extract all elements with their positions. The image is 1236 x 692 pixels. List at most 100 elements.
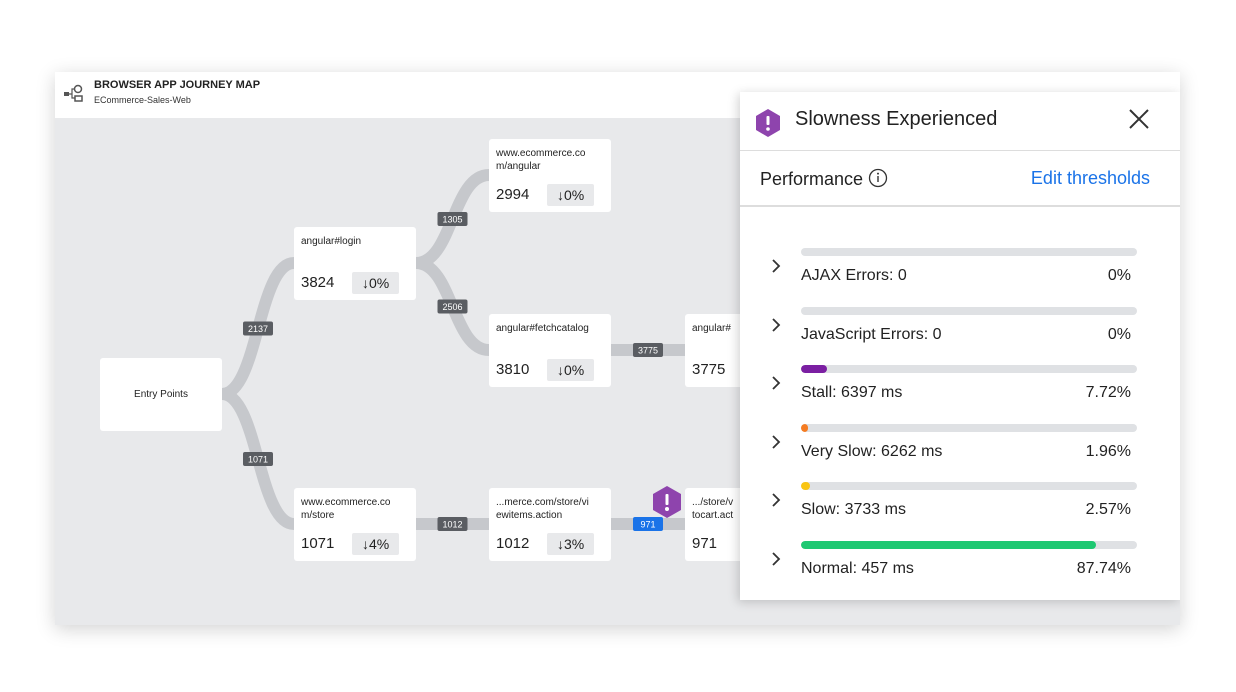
edge-label: 1071 bbox=[248, 455, 268, 465]
row-label: Normal: 457 ms bbox=[801, 559, 914, 577]
node-label: ...merce.com/store/vi ewitems.action bbox=[496, 496, 604, 522]
node-label-line: tocart.act bbox=[692, 510, 734, 521]
node-count: 3775 bbox=[692, 361, 726, 378]
edge-badge-bg bbox=[633, 343, 663, 357]
node-change: ↓0% bbox=[352, 272, 400, 294]
edge-label: 971 bbox=[640, 520, 655, 530]
bar-fill bbox=[801, 482, 810, 490]
node-label-line: m/angular bbox=[496, 161, 541, 172]
edge-label: 3775 bbox=[638, 346, 658, 356]
node-label: www.ecommerce.co m/store bbox=[301, 496, 409, 522]
bar-fill bbox=[801, 423, 808, 432]
bar-track bbox=[801, 540, 1137, 549]
info-icon[interactable] bbox=[868, 168, 888, 188]
node-count: 3824 bbox=[301, 274, 335, 291]
divider bbox=[740, 150, 1180, 151]
node-change: ↓0% bbox=[547, 359, 595, 381]
close-button[interactable] bbox=[1128, 108, 1150, 130]
node-label-line: .../store/v bbox=[692, 497, 734, 508]
row-percent: 2.57% bbox=[1085, 501, 1131, 518]
threshold-row[interactable]: Normal: 457 ms 87.74% bbox=[740, 540, 1180, 599]
row-label: Very Slow: 6262 ms bbox=[801, 442, 943, 460]
bar-track bbox=[801, 365, 1137, 373]
chevron bbox=[772, 259, 781, 273]
chevron bbox=[772, 376, 781, 390]
threshold-row[interactable]: JavaScript Errors: 0 0% bbox=[740, 306, 1180, 365]
section-title: Performance bbox=[760, 168, 888, 190]
edge-badge-bg bbox=[437, 299, 468, 314]
node-change: ↓3% bbox=[547, 533, 595, 555]
edge-badge-bg bbox=[633, 517, 663, 531]
node-change: ↓4% bbox=[352, 533, 400, 555]
edge-badge-bg bbox=[437, 212, 468, 226]
threshold-row[interactable]: Stall: 6397 ms 7.72% bbox=[740, 365, 1180, 423]
node-label-line: www.ecommerce.co bbox=[301, 497, 391, 508]
edge-label: 2137 bbox=[248, 324, 268, 334]
chevron bbox=[772, 317, 781, 332]
edge-label: 2506 bbox=[442, 302, 462, 312]
node-label: angular# bbox=[692, 322, 800, 335]
node-label: Entry Points bbox=[134, 388, 188, 401]
journey-node[interactable]: angular#fetchcatalog 3810 ↓0% bbox=[489, 314, 611, 387]
panel-title: Slowness Experienced bbox=[795, 108, 998, 130]
journey-node[interactable]: angular#login 3824 ↓0% bbox=[294, 227, 416, 300]
row-percent: 87.74% bbox=[1076, 559, 1131, 577]
bar-track bbox=[801, 482, 1137, 490]
edge-badge: 1305 bbox=[437, 212, 468, 226]
divider bbox=[740, 205, 1180, 207]
edge-badge-bg bbox=[243, 321, 273, 336]
node-count: 1071 bbox=[301, 535, 335, 552]
node-count: 3810 bbox=[496, 361, 530, 378]
journey-node[interactable]: www.ecommerce.co m/angular 2994 ↓0% bbox=[489, 139, 611, 212]
edit-thresholds-link[interactable]: Edit thresholds bbox=[1030, 168, 1150, 188]
row-percent: 1.96% bbox=[1085, 442, 1131, 460]
node-label-line: Entry Points bbox=[134, 389, 188, 400]
edge-badge: 971 bbox=[633, 517, 663, 531]
node-label-line: ewitems.action bbox=[496, 510, 563, 521]
node-label-line: angular#fetchcatalog bbox=[496, 323, 589, 334]
bar-track bbox=[801, 306, 1137, 315]
node-label-line: angular# bbox=[692, 323, 731, 334]
edge-badge-bg bbox=[243, 452, 273, 466]
node-label: angular#login bbox=[301, 235, 409, 248]
edge-badge: 1012 bbox=[437, 517, 468, 531]
journey-node[interactable]: ...merce.com/store/vi ewitems.action 1012 ↓… bbox=[489, 488, 611, 561]
edges: 2137 1071 1305 2506 3775 1012 971 bbox=[220, 169, 685, 531]
alert-marker bbox=[653, 486, 681, 518]
threshold-row[interactable]: AJAX Errors: 0 0% bbox=[740, 248, 1180, 306]
alert-icon bbox=[756, 109, 780, 137]
node-label: www.ecommerce.co m/angular bbox=[496, 147, 604, 173]
row-label: JavaScript Errors: 0 bbox=[801, 325, 942, 343]
edge-badge: 1071 bbox=[243, 452, 273, 466]
node-count: 971 bbox=[692, 535, 718, 552]
node-label-line: ...merce.com/store/vi bbox=[496, 497, 589, 508]
row-percent: 0% bbox=[1107, 325, 1131, 343]
node-label-line: www.ecommerce.co bbox=[496, 148, 586, 159]
node-change: ↓0% bbox=[547, 184, 595, 206]
title: BROWSER APP JOURNEY MAP bbox=[94, 79, 261, 91]
chevron bbox=[772, 551, 781, 566]
threshold-row[interactable]: Slow: 3733 ms 2.57% bbox=[740, 482, 1180, 540]
journey-node[interactable]: www.ecommerce.co m/store 1071 ↓4% bbox=[294, 488, 416, 561]
map-icon bbox=[64, 84, 83, 102]
row-percent: 7.72% bbox=[1085, 384, 1131, 401]
row-label: Stall: 6397 ms bbox=[801, 384, 903, 401]
journey-card: BROWSER APP JOURNEY MAP ECommerce-Sales-… bbox=[55, 72, 1180, 625]
node-count: 1012 bbox=[496, 535, 530, 552]
node-label-line: m/store bbox=[301, 510, 335, 521]
node-label: .../store/v tocart.act bbox=[692, 496, 800, 522]
edge-label: 1012 bbox=[442, 520, 462, 530]
row-label: Slow: 3733 ms bbox=[801, 501, 906, 518]
journey-node[interactable]: Entry Points bbox=[100, 358, 222, 431]
row-percent: 0% bbox=[1107, 267, 1131, 284]
node-label-line: angular#login bbox=[301, 236, 362, 247]
bar-fill bbox=[801, 540, 1096, 549]
chevron bbox=[772, 493, 781, 507]
node-label: angular#fetchcatalog bbox=[496, 322, 604, 335]
edge-badge: 2506 bbox=[437, 299, 468, 314]
edge-badge: 3775 bbox=[633, 343, 663, 357]
bar-track bbox=[801, 248, 1137, 256]
row-label: AJAX Errors: 0 bbox=[801, 267, 907, 284]
threshold-row[interactable]: Very Slow: 6262 ms 1.96% bbox=[740, 423, 1180, 482]
